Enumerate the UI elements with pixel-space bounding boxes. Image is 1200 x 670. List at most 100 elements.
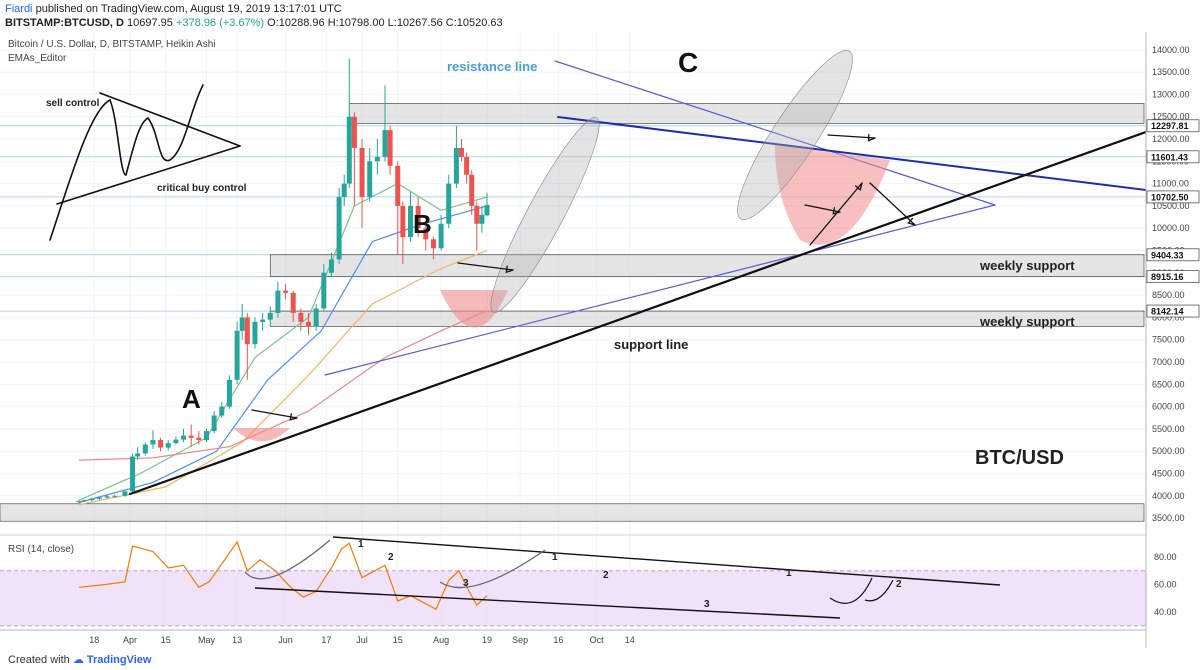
wave-label-b: B xyxy=(413,209,432,239)
price-tag-box xyxy=(1146,248,1200,262)
rsi-curve-2 xyxy=(439,549,546,589)
candle-body xyxy=(165,443,171,448)
candle-body xyxy=(359,147,365,197)
price-tick-label: 11000.00 xyxy=(1152,179,1189,189)
price-tick-label: 3500.00 xyxy=(1152,513,1185,523)
candle-body xyxy=(464,156,470,175)
candle-body xyxy=(351,116,357,148)
candle-body xyxy=(76,501,82,503)
created-label: Created with xyxy=(8,654,70,666)
price-chart[interactable]: 3500.00 4000.00 4500.00 5000.00 5500.00 6000.… xyxy=(0,32,1200,648)
candle-body xyxy=(438,223,444,249)
price-tag-box xyxy=(1146,304,1200,318)
wave-label-c: C xyxy=(678,47,698,78)
support-line xyxy=(128,130,1148,496)
sketch-price-path xyxy=(49,84,204,241)
brand-label[interactable]: TradingView xyxy=(86,654,152,666)
rsi-upper-trendline xyxy=(332,536,1001,586)
candle-body xyxy=(479,214,485,224)
price-tick-label: 10000.00 xyxy=(1152,223,1190,233)
candle-body xyxy=(484,204,490,216)
price-tick-label: 8500.00 xyxy=(1152,290,1185,300)
time-tick-label: 16 xyxy=(553,635,563,645)
price-tick-label: 13000.00 xyxy=(1152,89,1190,99)
red-cup-a xyxy=(233,428,290,442)
arrow-down-target-head xyxy=(907,217,916,226)
time-tick-label: 15 xyxy=(393,635,403,645)
candle-body xyxy=(367,161,373,197)
resistance-line xyxy=(554,60,996,206)
rsi-count-label: 3 xyxy=(463,578,469,589)
rsi-tick-label: 40.00 xyxy=(1154,607,1177,617)
time-tick-label: 14 xyxy=(625,635,635,645)
arrow-c xyxy=(827,134,876,139)
ohlc-line: BITSTAMP:BTCUSD, D 10697.95 +378.96 (+3.… xyxy=(5,17,503,29)
rsi-curve-4 xyxy=(864,579,894,602)
candle-body xyxy=(474,205,480,224)
candle-body xyxy=(234,330,240,380)
candle-body xyxy=(252,321,258,345)
close-value: C:10520.63 xyxy=(445,17,503,29)
candle-body xyxy=(150,440,156,445)
candle-body xyxy=(459,147,464,157)
gray-ellipse-b xyxy=(490,117,600,313)
price-tag-label: 10702.50 xyxy=(1151,192,1189,202)
candle-body xyxy=(135,453,141,457)
candle-body xyxy=(211,415,217,432)
rsi-tick-label: 60.00 xyxy=(1154,580,1177,590)
time-tick-label: 13 xyxy=(232,635,242,645)
candle-body xyxy=(298,312,304,322)
price-tick-label: 7500.00 xyxy=(1152,335,1185,345)
price-tag-label: 8915.16 xyxy=(1151,272,1184,282)
candle-body xyxy=(142,444,148,454)
candle-body xyxy=(158,440,164,448)
candle-body xyxy=(260,319,266,322)
candle-body xyxy=(469,174,475,206)
weekly-support-label-upper: weekly support xyxy=(979,258,1075,273)
candle-body xyxy=(387,130,393,166)
arrow-down-target xyxy=(869,182,916,226)
candle-body xyxy=(408,205,413,238)
candle-body xyxy=(81,500,87,502)
pair-label: BTC/USD xyxy=(975,447,1064,469)
candle-body xyxy=(104,496,110,498)
candle-body xyxy=(239,317,245,331)
last-price: 10697.95 xyxy=(127,17,173,29)
price-tick-label: 4000.00 xyxy=(1152,491,1185,501)
candle-body xyxy=(290,292,296,313)
red-cup-b xyxy=(440,290,508,328)
ema-line xyxy=(78,205,488,504)
candle-body xyxy=(336,197,342,260)
rsi-count-label: 2 xyxy=(896,579,902,590)
time-tick-label: Sep xyxy=(512,635,528,645)
candle-body xyxy=(341,183,347,197)
arrow-b xyxy=(457,262,514,271)
candle-body xyxy=(346,116,352,184)
candle-body xyxy=(395,165,401,206)
candle-body xyxy=(204,431,209,441)
price-tick-label: 13500.00 xyxy=(1152,67,1190,77)
rsi-band xyxy=(0,570,1146,626)
rsi-count-label: 3 xyxy=(704,599,710,610)
time-tick-label: 17 xyxy=(321,635,331,645)
candle-body xyxy=(188,435,194,438)
price-tick-label: 6000.00 xyxy=(1152,402,1185,412)
rsi-count-label: 1 xyxy=(552,552,558,563)
candle-body xyxy=(181,435,187,440)
rsi-curve-3 xyxy=(829,577,873,604)
open-value: O:10288.96 xyxy=(267,17,325,29)
candle-body xyxy=(267,312,273,320)
wave-label-a: A xyxy=(182,384,201,414)
price-tick-label: 7000.00 xyxy=(1152,357,1185,367)
arrow-b-head xyxy=(505,265,514,274)
price-tick-label: 12500.00 xyxy=(1152,112,1190,122)
footer: Created with ☁ TradingView xyxy=(0,648,1200,670)
price-tick-label: 6500.00 xyxy=(1152,379,1185,389)
author-link[interactable]: Fiardi xyxy=(5,3,33,15)
ema-line xyxy=(78,310,488,461)
price-tick-label: 12000.00 xyxy=(1152,134,1190,144)
price-tick-label: 10500.00 xyxy=(1152,201,1190,211)
weekly-support-label-lower: weekly support xyxy=(979,314,1075,329)
support-zone xyxy=(348,103,1145,124)
candle-body xyxy=(89,498,95,501)
